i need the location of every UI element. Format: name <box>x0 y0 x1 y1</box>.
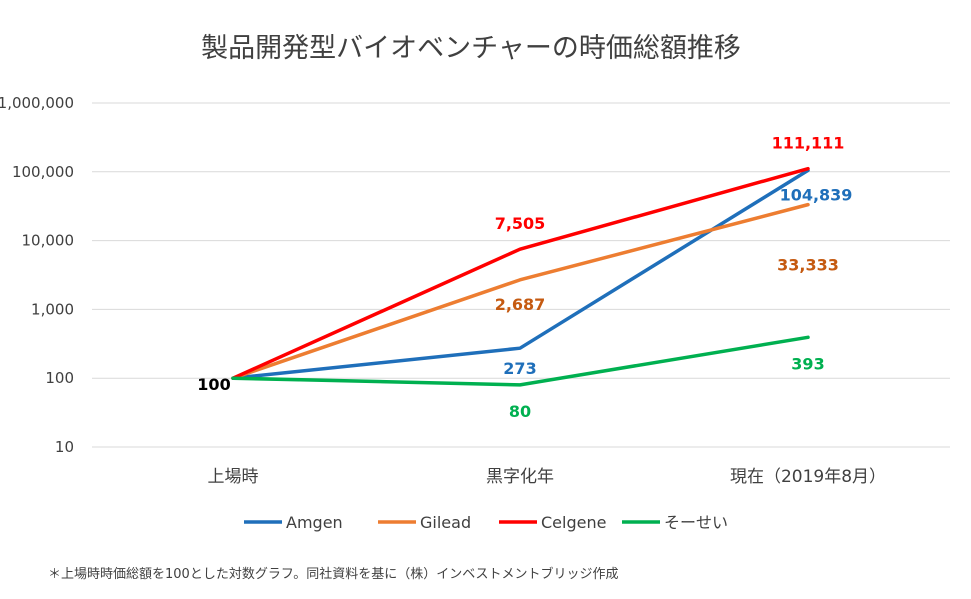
x-category-label: 上場時 <box>208 467 259 487</box>
legend-label: そーせい <box>664 513 728 532</box>
x-category-label: 黒字化年 <box>486 467 554 487</box>
series-line-celgene <box>231 166 810 380</box>
data-labels: 273 104,839 2,687 33,333 7,505 111,111 80 393 10… <box>197 134 852 421</box>
y-tick-label: 100,000 <box>12 163 74 181</box>
data-label: 7,505 <box>495 214 546 233</box>
data-label: 111,111 <box>772 134 845 153</box>
start-label: 100 <box>197 375 230 394</box>
data-label: 2,687 <box>495 295 546 314</box>
x-axis: 上場時 黒字化年 現在（2019年8月） <box>208 467 887 487</box>
grid-lines <box>92 102 950 448</box>
data-label: 393 <box>791 354 824 373</box>
series-line-そーせい <box>231 335 810 387</box>
x-category-label: 現在（2019年8月） <box>730 467 886 487</box>
footnote: ＊上場時時価総額を100とした対数グラフ。同社資料を基に（株）インベストメントブ… <box>48 566 619 582</box>
legend-label: Amgen <box>286 513 343 532</box>
chart-title: 製品開発型バイオベンチャーの時価総額推移 <box>201 33 741 64</box>
legend-label: Gilead <box>420 513 471 532</box>
data-label: 80 <box>509 402 531 421</box>
y-tick-label: 1,000,000 <box>0 94 74 112</box>
series-line-gilead <box>231 202 810 380</box>
data-label: 273 <box>503 359 536 378</box>
y-tick-label: 10 <box>55 438 74 456</box>
y-tick-label: 10,000 <box>22 232 75 250</box>
data-label: 33,333 <box>777 256 839 275</box>
y-tick-label: 1,000 <box>31 300 74 318</box>
legend-label: Celgene <box>541 513 606 532</box>
y-axis: 10 100 1,000 10,000 100,000 1,000,000 <box>0 94 74 456</box>
series-lines <box>231 166 810 387</box>
data-label: 104,839 <box>780 185 853 204</box>
y-tick-label: 100 <box>45 369 74 387</box>
legend: Amgen Gilead Celgene そーせい <box>244 513 728 532</box>
